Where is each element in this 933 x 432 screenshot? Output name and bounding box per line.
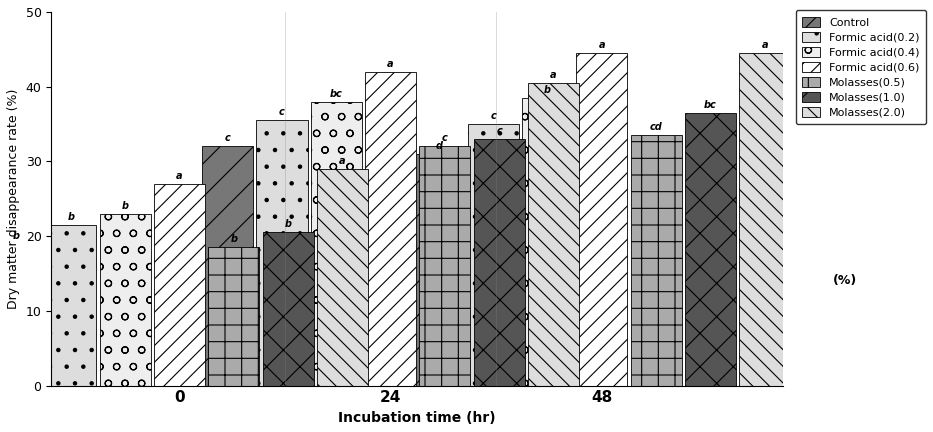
Bar xyxy=(419,146,470,386)
Y-axis label: Dry matter disappearance rate (%): Dry matter disappearance rate (%) xyxy=(7,89,20,309)
Bar xyxy=(208,248,259,386)
Text: a: a xyxy=(176,171,183,181)
Text: a: a xyxy=(387,59,394,69)
Text: a: a xyxy=(598,40,606,50)
Text: b: b xyxy=(13,231,20,241)
Text: c: c xyxy=(442,133,448,143)
Text: cd: cd xyxy=(649,122,662,132)
Text: a: a xyxy=(339,156,345,166)
Text: (%): (%) xyxy=(833,273,857,286)
Text: b: b xyxy=(544,85,551,95)
Bar xyxy=(317,169,368,386)
Text: b: b xyxy=(285,219,291,229)
Text: c: c xyxy=(491,111,496,121)
Text: d: d xyxy=(436,141,442,151)
Text: b: b xyxy=(230,235,237,245)
Text: b: b xyxy=(67,212,75,222)
X-axis label: Incubation time (hr): Incubation time (hr) xyxy=(338,411,495,425)
Bar xyxy=(311,102,362,386)
Text: c: c xyxy=(279,107,285,118)
Bar xyxy=(631,135,682,386)
Bar xyxy=(257,121,308,386)
Bar xyxy=(739,53,790,386)
Bar xyxy=(262,232,313,386)
Bar xyxy=(202,146,253,386)
Bar xyxy=(154,184,205,386)
Text: c: c xyxy=(496,126,502,136)
Bar xyxy=(685,113,736,386)
Legend: Control, Formic acid(0.2), Formic acid(0.4), Formic acid(0.6), Molasses(0.5), Mo: Control, Formic acid(0.2), Formic acid(0… xyxy=(796,10,926,124)
Bar xyxy=(100,214,150,386)
Text: a: a xyxy=(761,40,768,50)
Text: bc: bc xyxy=(330,89,342,98)
Bar xyxy=(522,98,573,386)
Bar xyxy=(474,139,524,386)
Bar xyxy=(0,244,42,386)
Text: b: b xyxy=(121,201,129,211)
Text: c: c xyxy=(225,133,230,143)
Bar xyxy=(577,53,627,386)
Bar xyxy=(467,124,519,386)
Text: bc: bc xyxy=(704,100,717,110)
Text: a: a xyxy=(550,70,557,80)
Bar xyxy=(365,72,416,386)
Bar xyxy=(413,154,465,386)
Bar xyxy=(528,83,579,386)
Bar xyxy=(46,225,96,386)
